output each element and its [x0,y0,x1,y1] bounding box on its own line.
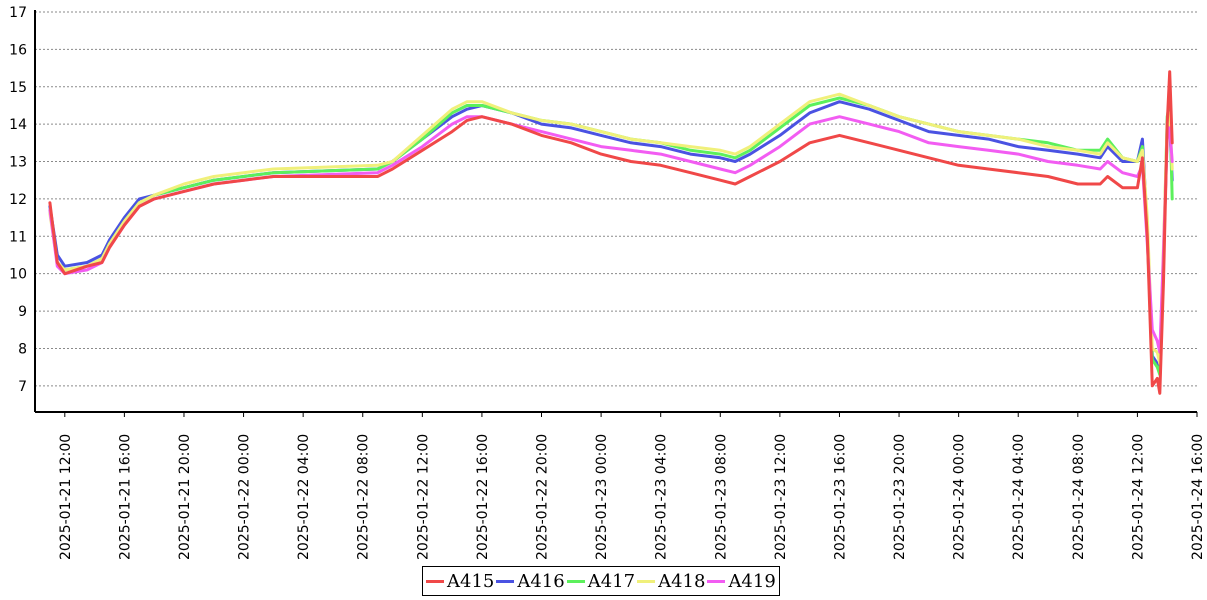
x-tick-label: 2025-01-22 16:00 [475,434,491,560]
legend: A415 A416 A417 A418 A419 [422,566,780,596]
legend-swatch [496,579,515,583]
x-tick-label: 2025-01-22 20:00 [535,434,551,560]
x-tick-label: 2025-01-23 04:00 [654,434,670,560]
y-tick-label: 17 [9,5,27,21]
y-tick-labels: 7 8 9 10 11 12 13 14 15 16 17 [9,5,27,395]
y-tick-label: 14 [9,117,27,133]
x-tick-label: 2025-01-22 00:00 [237,434,253,560]
x-tick-label: 2025-01-24 12:00 [1130,434,1146,560]
legend-label: A416 [517,570,565,592]
legend-label: A415 [447,570,495,592]
y-tick-label: 16 [9,42,27,58]
y-tick-label: 7 [18,379,27,395]
legend-label: A418 [658,570,706,592]
y-tick-label: 12 [9,192,27,208]
y-tick-label: 9 [18,304,27,320]
series-line-a415 [48,70,1174,395]
y-tick-label: 11 [9,229,27,245]
legend-item-a419: A419 [707,570,776,592]
x-tick-label: 2025-01-24 04:00 [1011,434,1027,560]
axes [34,10,1197,413]
x-tick-label: 2025-01-24 16:00 [1190,434,1206,560]
legend-label: A417 [587,570,636,592]
x-tick-label: 2025-01-23 00:00 [594,434,610,560]
y-tick-label: 13 [9,155,27,171]
x-tick-label: 2025-01-21 20:00 [177,434,193,560]
y-tick-label: 10 [9,267,27,283]
series-line-a419 [48,115,1174,354]
x-tick-label: 2025-01-22 08:00 [356,434,372,560]
x-tick-label: 2025-01-22 04:00 [296,434,312,560]
legend-swatch [707,579,726,583]
legend-item-a417: A417 [566,570,636,592]
x-tick-label: 2025-01-23 08:00 [713,434,729,560]
x-tick-label: 2025-01-23 16:00 [832,434,848,560]
gridlines [35,11,1197,387]
legend-swatch [637,579,656,583]
x-tick-labels: 2025-01-21 12:00 2025-01-21 16:00 2025-01-… [58,412,1206,560]
x-tick-label: 2025-01-22 12:00 [415,434,431,560]
series-line-a418 [48,92,1174,365]
y-tick-label: 8 [18,341,27,357]
y-tick-label: 15 [9,80,27,96]
legend-label: A419 [728,570,776,592]
x-tick-label: 2025-01-21 12:00 [58,434,74,560]
x-tick-label: 2025-01-23 12:00 [773,434,789,560]
legend-swatch [426,579,444,583]
x-tick-label: 2025-01-24 08:00 [1071,434,1087,560]
legend-item-a418: A418 [637,571,705,592]
x-tick-label: 2025-01-23 20:00 [892,434,908,560]
legend-swatch [566,579,585,583]
x-tick-label: 2025-01-21 16:00 [117,434,133,560]
series-lines [48,70,1174,395]
legend-item-a415: A415 [426,571,494,592]
legend-item-a416: A416 [496,570,565,592]
x-tick-label: 2025-01-24 00:00 [952,434,968,560]
